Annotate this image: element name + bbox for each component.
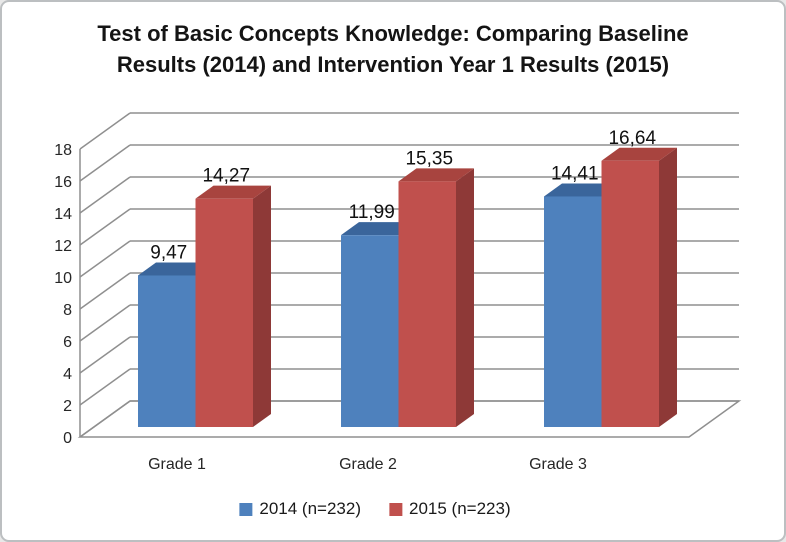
bar-2015-grade-1-top: [195, 185, 271, 199]
data-label: 11,99: [349, 202, 395, 223]
y-axis-tick-label: 14: [54, 206, 72, 223]
left-wall-line: [79, 208, 131, 246]
y-axis-tick-label: 2: [63, 398, 72, 415]
y-axis-tick-label: 4: [63, 366, 72, 383]
y-axis-tick-label: 12: [54, 238, 72, 255]
data-label: 16,64: [608, 128, 656, 149]
bar-2014-grade-3-front: [544, 196, 602, 427]
bar-2015-grade-1-front: [195, 198, 253, 427]
bar-2014-grade-1-front: [138, 275, 196, 427]
legend-item: 2014 (n=232): [239, 499, 361, 519]
legend-label: 2015 (n=223): [409, 499, 511, 518]
data-label: 14,27: [202, 166, 250, 187]
data-label: 15,35: [405, 148, 453, 169]
bar-2015-grade-2-top: [398, 168, 474, 182]
y-axis-tick-label: 16: [54, 174, 72, 191]
y-axis-tick-label: 8: [63, 302, 72, 319]
legend-swatch-icon: [239, 502, 253, 516]
x-axis-label: Grade 1: [148, 456, 206, 473]
left-wall-line: [79, 400, 131, 438]
bar-2014-grade-2-front: [341, 235, 399, 427]
y-axis-tick-label: 0: [63, 430, 72, 447]
left-wall-line: [79, 240, 131, 278]
bar-2015-grade-2-side: [456, 168, 474, 427]
bar-2014-grade-2-top: [341, 222, 417, 236]
legend: 2014 (n=232) 2015 (n=223): [239, 499, 511, 519]
bar-2014-grade-1-top: [138, 262, 214, 276]
left-wall-line: [79, 144, 131, 182]
bar-2015-grade-3-front: [601, 160, 659, 427]
data-label: 9,47: [150, 242, 187, 263]
x-axis-label: Grade 3: [529, 456, 587, 473]
bar-2015-grade-2-front: [398, 181, 456, 427]
bar-2014-grade-3-top: [544, 183, 620, 197]
left-wall-line: [79, 304, 131, 342]
bar-2015-grade-1-side: [253, 185, 271, 427]
left-wall-line: [79, 112, 131, 150]
data-label: 14,41: [551, 163, 599, 184]
legend-label: 2014 (n=232): [259, 499, 361, 518]
y-axis-tick-label: 18: [54, 142, 72, 159]
bar-2015-grade-3-side: [659, 147, 677, 427]
y-axis-tick-label: 10: [54, 270, 72, 287]
chart-title: Test of Basic Concepts Knowledge: Compar…: [97, 21, 689, 77]
left-wall-line: [79, 368, 131, 406]
y-axis-tick-label: 6: [63, 334, 72, 351]
legend-item: 2015 (n=223): [389, 499, 511, 519]
x-axis-label: Grade 2: [339, 456, 397, 473]
left-wall-line: [79, 272, 131, 310]
bar-2015-grade-3-top: [601, 147, 677, 161]
left-wall-line: [79, 336, 131, 374]
left-wall-line: [79, 176, 131, 214]
legend-swatch-icon: [389, 502, 402, 516]
